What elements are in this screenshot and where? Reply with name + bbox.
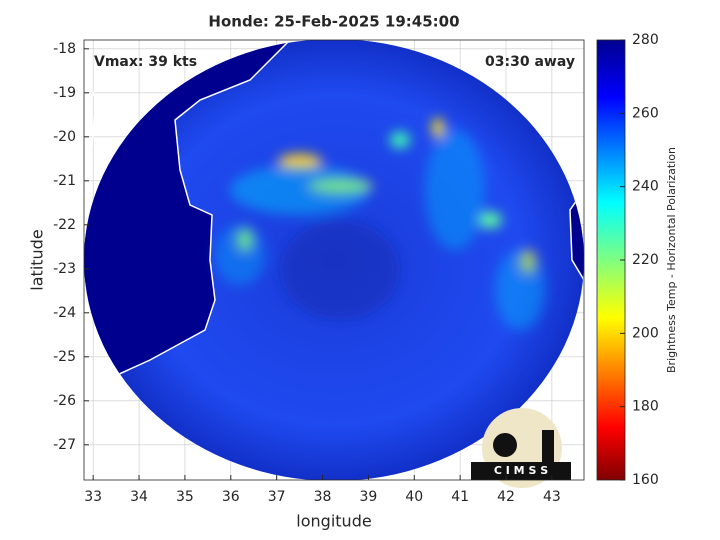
annotation: 03:30 away <box>485 54 575 70</box>
y-tick-label: -24 <box>53 305 76 321</box>
x-tick-label: 40 <box>405 489 423 505</box>
x-tick-label: 37 <box>268 489 286 505</box>
x-tick-label: 35 <box>176 489 194 505</box>
colorbar-label: Brightness Temp - Horizontal Polarizatio… <box>665 147 678 373</box>
colorbar-tick-label: 240 <box>632 179 659 195</box>
y-tick-label: -23 <box>53 261 76 277</box>
y-tick-label: -25 <box>53 349 76 365</box>
title: Honde: 25-Feb-2025 19:45:00 <box>208 13 459 31</box>
colorbar-tick-label: 220 <box>632 252 659 268</box>
x-tick-label: 41 <box>451 489 469 505</box>
y-tick-label: -18 <box>53 41 76 57</box>
colorbar-tick-label: 280 <box>632 32 659 48</box>
x-tick-label: 36 <box>222 489 240 505</box>
x-tick-label: 39 <box>359 489 377 505</box>
y-tick-label: -20 <box>53 129 76 145</box>
x-tick-label: 38 <box>314 489 332 505</box>
x-axis-label: longitude <box>296 512 371 531</box>
colorbar-tick-label: 180 <box>632 399 659 415</box>
y-tick-label: -26 <box>53 393 76 409</box>
logo: C I M S S <box>471 408 571 488</box>
colorbar-tick-label: 200 <box>632 325 659 341</box>
x-tick-label: 43 <box>543 489 561 505</box>
logo-text: C I M S S <box>494 464 548 477</box>
y-tick-label: -27 <box>53 437 76 453</box>
imagery <box>84 40 584 480</box>
x-tick-label: 34 <box>130 489 148 505</box>
colorbar-tick-label: 160 <box>632 472 659 488</box>
colorbar-tick-label: 260 <box>632 105 659 121</box>
y-tick-label: -22 <box>53 217 76 233</box>
axes-box <box>83 39 585 481</box>
x-tick-label: 42 <box>497 489 515 505</box>
y-tick-label: -19 <box>53 85 76 101</box>
y-tick-label: -21 <box>53 173 76 189</box>
x-tick-label: 33 <box>84 489 102 505</box>
y-axis-label: latitude <box>28 229 47 290</box>
annotation: Vmax: 39 kts <box>94 54 197 70</box>
